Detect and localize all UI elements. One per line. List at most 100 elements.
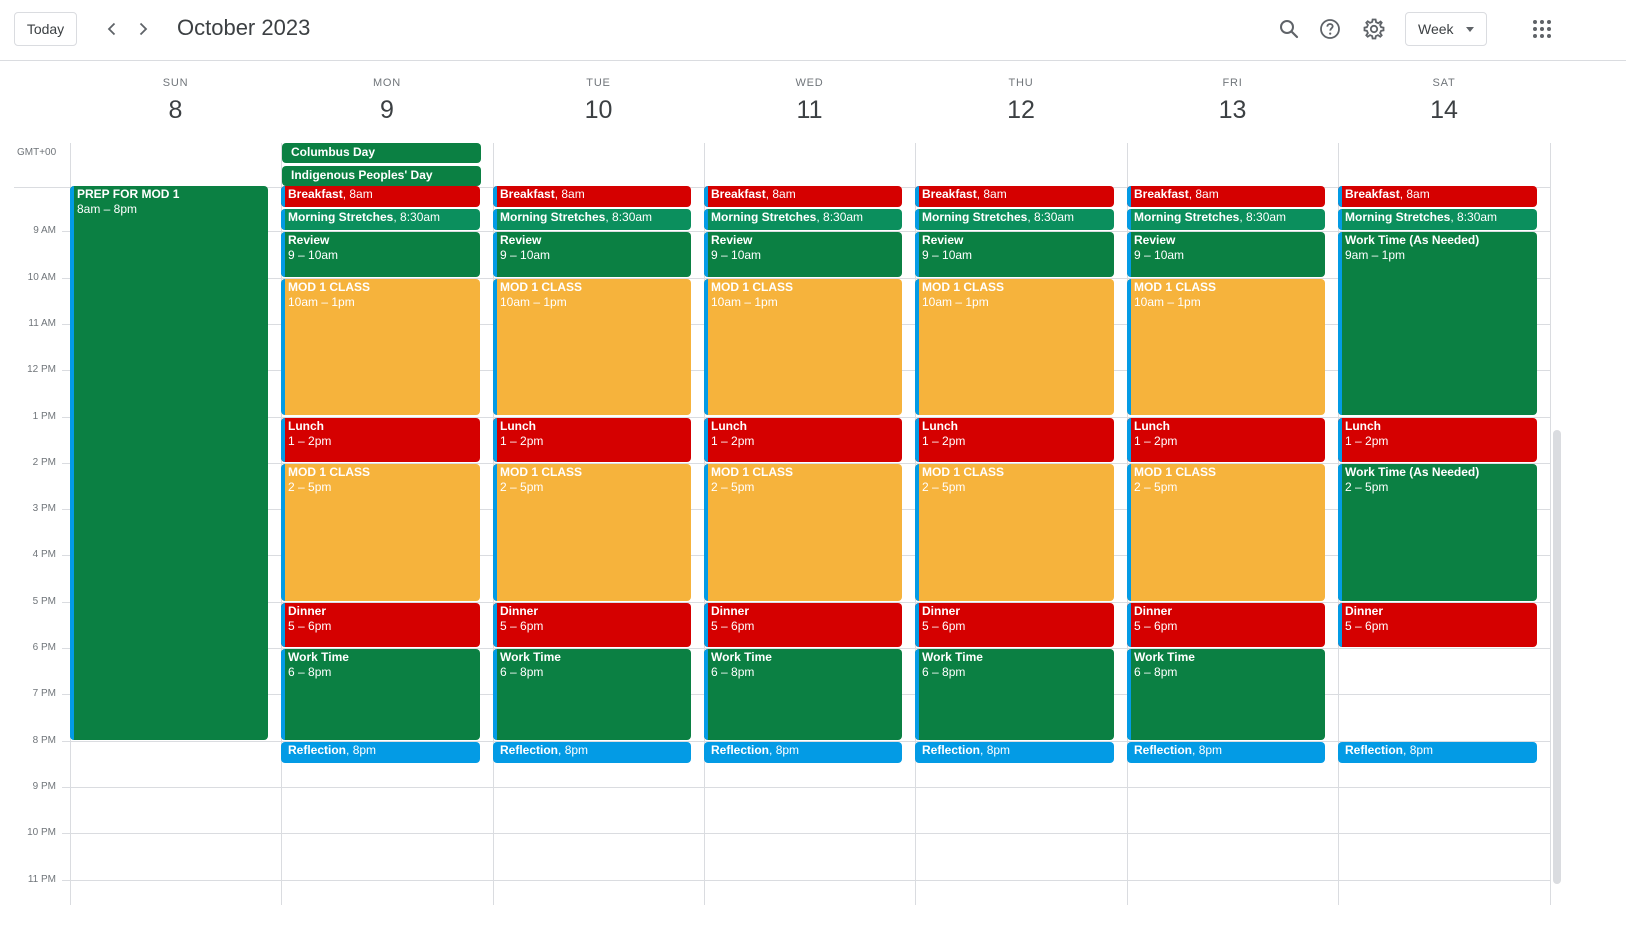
calendar-event[interactable]: Work Time 6 – 8pm (493, 649, 691, 740)
calendar-event[interactable]: MOD 1 CLASS 2 – 5pm (915, 463, 1114, 601)
calendar-event[interactable]: Work Time (As Needed) 2 – 5pm (1338, 463, 1537, 601)
event-title: Dinner (288, 603, 327, 618)
day-header[interactable]: THU 12 (915, 61, 1127, 143)
calendar-event[interactable]: MOD 1 CLASS 2 – 5pm (281, 463, 480, 601)
view-select-label: Week (1418, 21, 1454, 37)
calendar-event[interactable]: Review 9 – 10am (1127, 232, 1325, 277)
help-icon[interactable] (1316, 15, 1344, 43)
calendar-event[interactable]: Morning Stretches, 8:30am (1127, 209, 1325, 231)
event-time: 2 – 5pm (922, 479, 966, 494)
calendar-event[interactable]: Lunch 1 – 2pm (281, 417, 480, 462)
calendar-event[interactable]: MOD 1 CLASS 2 – 5pm (493, 463, 691, 601)
calendar-event[interactable]: Work Time (As Needed) 9am – 1pm (1338, 232, 1537, 416)
calendar-event[interactable]: Reflection, 8pm (704, 741, 902, 763)
day-name: MON (372, 77, 402, 89)
calendar-event[interactable]: Work Time 6 – 8pm (704, 649, 902, 740)
calendar-event[interactable]: Work Time 6 – 8pm (1127, 649, 1325, 740)
calendar-event[interactable]: Morning Stretches, 8:30am (281, 209, 480, 231)
calendar-event[interactable]: Dinner 5 – 6pm (1338, 602, 1537, 647)
day-number[interactable]: 11 (796, 96, 823, 124)
event-title: Morning Stretches (288, 210, 394, 225)
hour-label: 9 AM (33, 225, 56, 236)
search-icon[interactable] (1275, 15, 1303, 43)
calendar-event[interactable]: Dinner 5 – 6pm (493, 602, 691, 647)
calendar-event[interactable]: Breakfast, 8am (704, 186, 902, 208)
calendar-event[interactable]: Work Time 6 – 8pm (281, 649, 480, 740)
calendar-event[interactable]: PREP FOR MOD 1 8am – 8pm (70, 186, 268, 740)
calendar-event[interactable]: Lunch 1 – 2pm (1127, 417, 1325, 462)
day-number[interactable]: 12 (1007, 96, 1035, 124)
calendar-event[interactable]: Reflection, 8pm (281, 741, 480, 763)
calendar-event[interactable]: Dinner 5 – 6pm (704, 602, 902, 647)
day-header[interactable]: MON 9 (281, 61, 493, 143)
event-time: 6 – 8pm (288, 665, 332, 679)
day-header[interactable]: SUN 8 (70, 61, 281, 143)
calendar-event[interactable]: Morning Stretches, 8:30am (1338, 209, 1537, 231)
calendar-event[interactable]: Review 9 – 10am (704, 232, 902, 277)
calendar-event[interactable]: Reflection, 8pm (1338, 741, 1537, 763)
day-number[interactable]: 10 (584, 96, 613, 124)
calendar-event[interactable]: Breakfast, 8am (1127, 186, 1325, 208)
event-title: Work Time (As Needed) (1345, 464, 1480, 479)
day-header[interactable]: SAT 14 (1338, 61, 1550, 143)
calendar-event[interactable]: MOD 1 CLASS 10am – 1pm (281, 278, 480, 416)
day-number[interactable]: 8 (168, 96, 183, 124)
month-title: October 2023 (177, 15, 311, 40)
calendar-event[interactable]: MOD 1 CLASS 10am – 1pm (1127, 278, 1325, 416)
day-header[interactable]: TUE 10 (493, 61, 704, 143)
hour-label: 11 PM (27, 874, 56, 885)
event-time: 9 – 10am (288, 248, 339, 263)
calendar-event[interactable]: MOD 1 CLASS 10am – 1pm (915, 278, 1114, 416)
allday-event[interactable]: Columbus Day (282, 143, 481, 163)
calendar-event[interactable]: Breakfast, 8am (281, 186, 480, 208)
event-title: Review (1134, 233, 1176, 248)
calendar-event[interactable]: Dinner 5 – 6pm (1127, 602, 1325, 647)
event-title: Dinner (711, 603, 750, 618)
calendar-event[interactable]: Breakfast, 8am (493, 186, 691, 208)
day-number[interactable]: 13 (1218, 96, 1247, 124)
vertical-scrollbar[interactable] (1553, 430, 1561, 884)
day-header[interactable]: FRI 13 (1127, 61, 1338, 143)
chevron-left-icon[interactable] (98, 14, 126, 44)
view-select[interactable]: Week (1405, 12, 1487, 46)
event-title: Breakfast (922, 187, 977, 201)
calendar-event[interactable]: Review 9 – 10am (493, 232, 691, 277)
chevron-right-icon[interactable] (129, 14, 157, 44)
calendar-event[interactable]: Reflection, 8pm (1127, 741, 1325, 763)
hour-label: 4 PM (32, 549, 56, 560)
day-number[interactable]: 9 (380, 96, 394, 124)
allday-event[interactable]: Indigenous Peoples' Day (282, 166, 481, 186)
calendar-event[interactable]: MOD 1 CLASS 10am – 1pm (493, 278, 691, 416)
calendar-event[interactable]: Morning Stretches, 8:30am (493, 209, 691, 231)
today-button[interactable]: Today (14, 12, 77, 46)
event-title: MOD 1 CLASS (711, 279, 794, 294)
calendar-event[interactable]: Dinner 5 – 6pm (281, 602, 480, 647)
event-time: 1 – 2pm (1134, 433, 1178, 448)
event-time: 8:30am (1457, 210, 1498, 225)
calendar-event[interactable]: Lunch 1 – 2pm (1338, 417, 1537, 462)
settings-gear-icon[interactable] (1360, 15, 1388, 43)
event-time: 5 – 6pm (711, 618, 755, 633)
calendar-event[interactable]: Review 9 – 10am (915, 232, 1114, 277)
calendar-event[interactable]: MOD 1 CLASS 2 – 5pm (704, 463, 902, 601)
day-header[interactable]: WED 11 (704, 61, 915, 143)
calendar-event[interactable]: MOD 1 CLASS 10am – 1pm (704, 278, 902, 416)
event-time: 6 – 8pm (922, 665, 966, 679)
calendar-event[interactable]: Morning Stretches, 8:30am (915, 209, 1114, 231)
calendar-event[interactable]: Lunch 1 – 2pm (493, 417, 691, 462)
apps-grid-icon[interactable] (1528, 15, 1556, 43)
calendar-event[interactable]: Lunch 1 – 2pm (915, 417, 1114, 462)
calendar-event[interactable]: Breakfast, 8am (915, 186, 1114, 208)
calendar-event[interactable]: Dinner 5 – 6pm (915, 602, 1114, 647)
calendar-event[interactable]: Breakfast, 8am (1338, 186, 1537, 208)
calendar-event[interactable]: Morning Stretches, 8:30am (704, 209, 902, 231)
day-number[interactable]: 14 (1430, 96, 1458, 124)
day-name: SAT (1432, 77, 1456, 89)
calendar-event[interactable]: Reflection, 8pm (493, 741, 691, 763)
calendar-event[interactable]: Work Time 6 – 8pm (915, 649, 1114, 740)
calendar-event[interactable]: Reflection, 8pm (915, 741, 1114, 763)
calendar-event[interactable]: MOD 1 CLASS 2 – 5pm (1127, 463, 1325, 601)
calendar-event[interactable]: Lunch 1 – 2pm (704, 417, 902, 462)
event-title: Reflection (1345, 742, 1404, 757)
calendar-event[interactable]: Review 9 – 10am (281, 232, 480, 277)
